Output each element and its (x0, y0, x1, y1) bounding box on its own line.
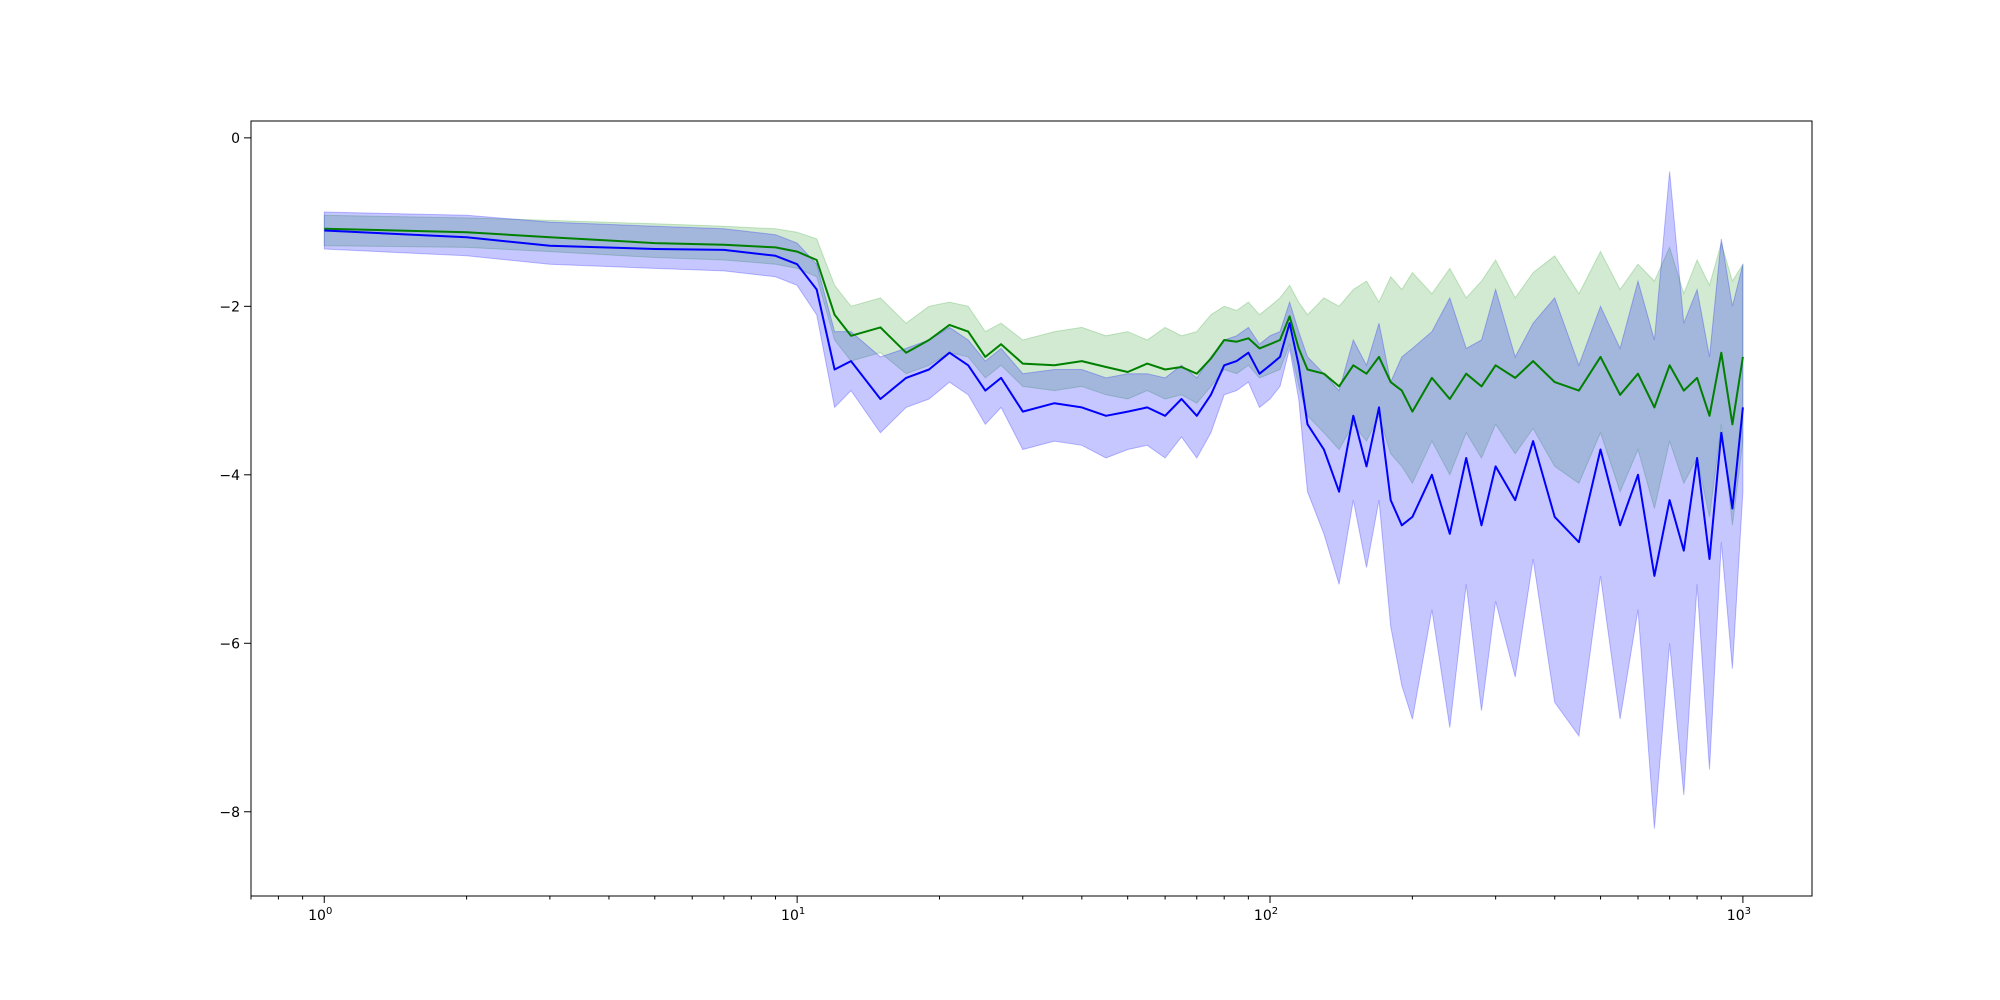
series-0-line (324, 227, 1744, 426)
x-tick-label: 101 (781, 906, 805, 924)
x-tick-label: 100 (308, 906, 332, 924)
y-tick-label: −4 (219, 468, 240, 484)
y-tick-label: −6 (219, 636, 240, 652)
y-axis: 0 −2 −4 −6 −8 (219, 131, 251, 821)
x-tick-label: 103 (1727, 906, 1751, 924)
plot-frame (250, 120, 1813, 897)
series-1-band (323, 171, 1744, 829)
series-lines (324, 227, 1744, 577)
confidence-bands (323, 171, 1744, 829)
x-tick-label: 102 (1254, 906, 1278, 924)
y-tick-label: −8 (219, 805, 240, 821)
series-1-line (324, 229, 1744, 577)
x-axis: 100 101 102 103 (250, 896, 1751, 924)
y-tick-label: −2 (219, 299, 240, 315)
series-0-band (323, 214, 1744, 526)
y-tick-label: 0 (231, 131, 240, 147)
